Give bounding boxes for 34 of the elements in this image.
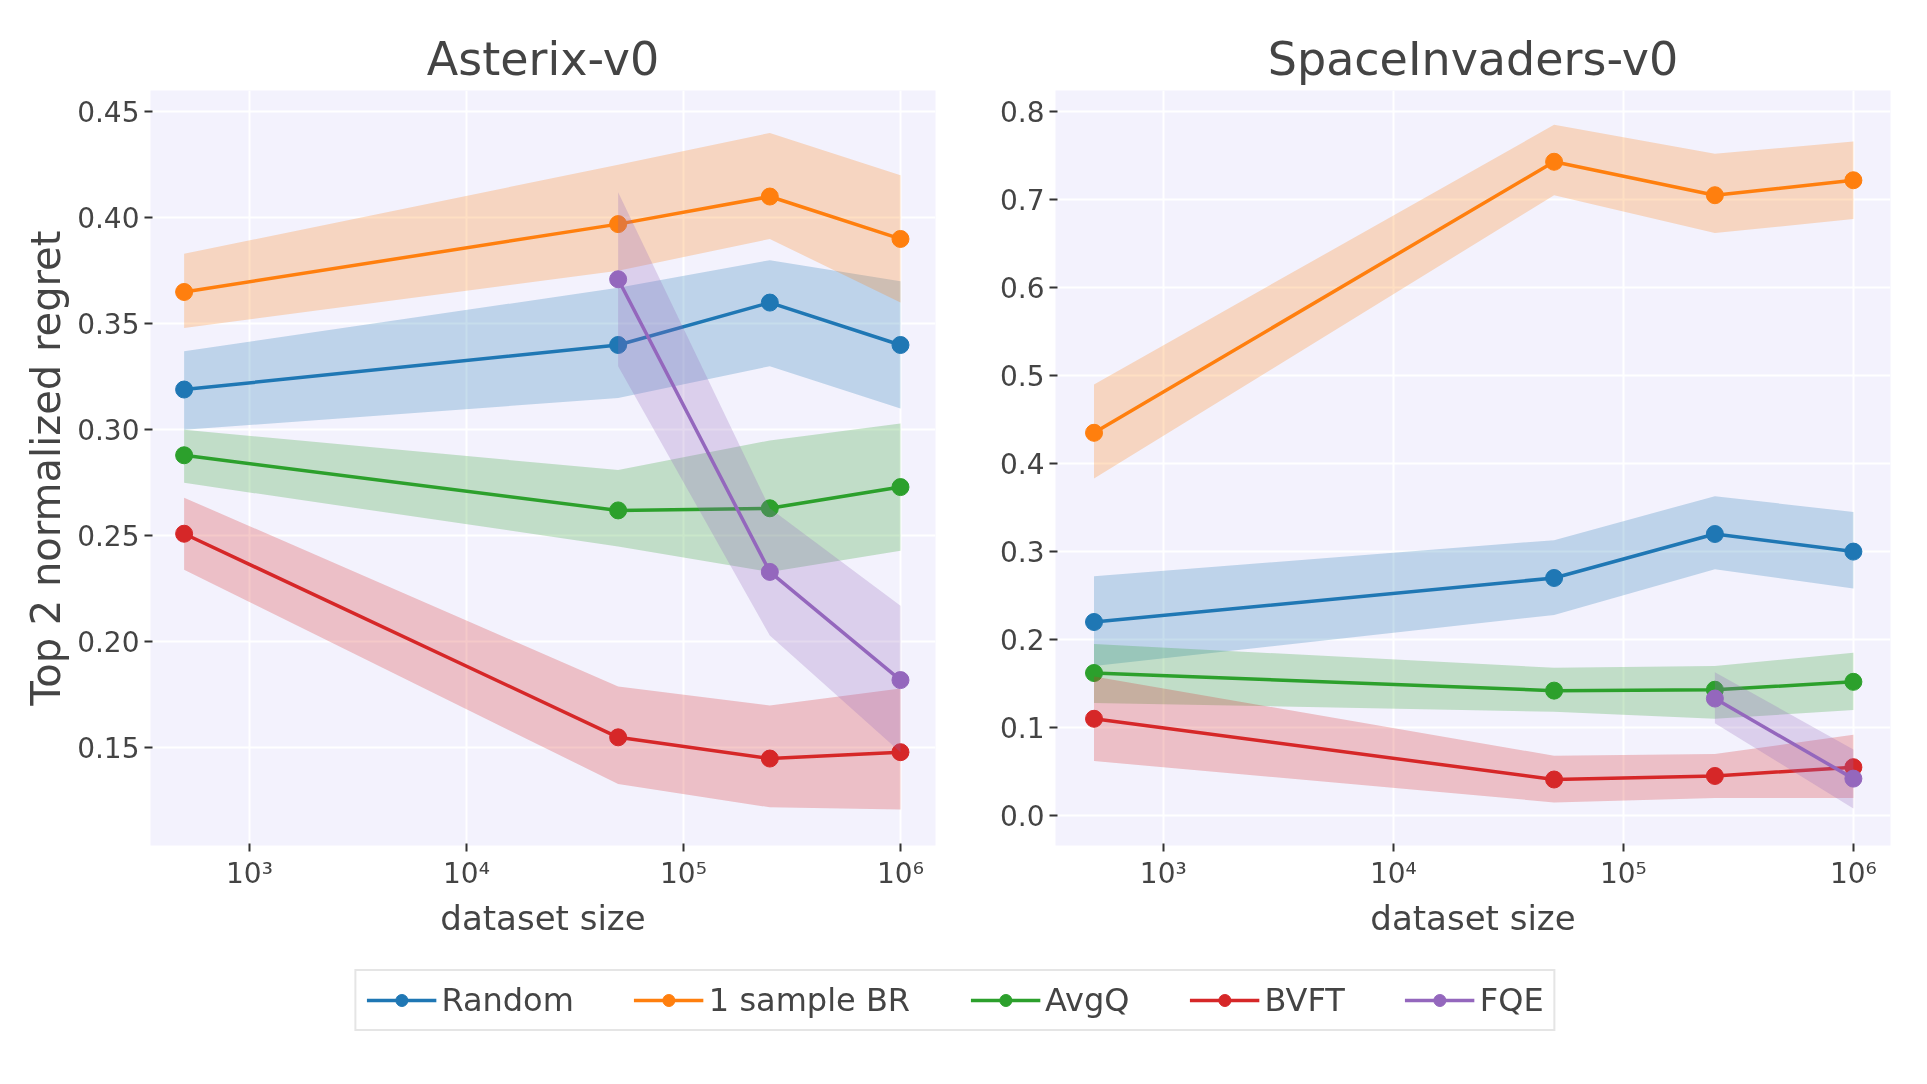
legend-label: FQE: [1479, 981, 1544, 1019]
x-tick-label: 10³: [1139, 856, 1187, 890]
legend-label: AvgQ: [1045, 981, 1130, 1019]
legend-label: BVFT: [1264, 981, 1345, 1019]
y-tick-label: 0.8: [999, 96, 1045, 130]
x-axis-title: dataset size: [1370, 897, 1576, 938]
y-tick-label: 0.4: [999, 448, 1045, 482]
y-tick-label: 0.25: [77, 520, 140, 554]
y-axis-title: Top 2 normalized regret: [23, 230, 70, 707]
legend-label: 1 sample BR: [708, 981, 911, 1019]
y-tick-label: 0.20: [77, 626, 140, 660]
x-tick-label: 10⁴: [443, 856, 490, 890]
y-tick-label: 0.2: [999, 624, 1045, 658]
x-tick-label: 10⁵: [660, 856, 707, 890]
y-tick-label: 0.3: [999, 536, 1045, 570]
y-tick-label: 0.5: [999, 360, 1045, 394]
x-tick-label: 10⁶: [877, 856, 924, 890]
legend-label: Random: [441, 981, 574, 1019]
chart-title: Asterix-v0: [426, 31, 660, 86]
y-tick-label: 0.35: [77, 308, 140, 342]
y-tick-label: 0.30: [77, 414, 140, 448]
x-axis-title: dataset size: [440, 897, 646, 938]
x-tick-label: 10⁴: [1369, 856, 1417, 890]
y-tick-label: 0.0: [999, 800, 1045, 834]
y-tick-label: 0.40: [77, 202, 140, 236]
y-tick-label: 0.15: [77, 732, 140, 766]
y-tick-label: 0.7: [999, 184, 1045, 218]
y-tick-label: 0.6: [999, 272, 1045, 306]
x-tick-label: 10⁵: [1599, 856, 1647, 890]
y-tick-label: 0.1: [999, 712, 1045, 746]
y-tick-label: 0.45: [77, 96, 140, 130]
x-tick-label: 10³: [226, 856, 273, 890]
chart-title: SpaceInvaders-v0: [1267, 31, 1679, 86]
x-tick-label: 10⁶: [1829, 856, 1877, 890]
